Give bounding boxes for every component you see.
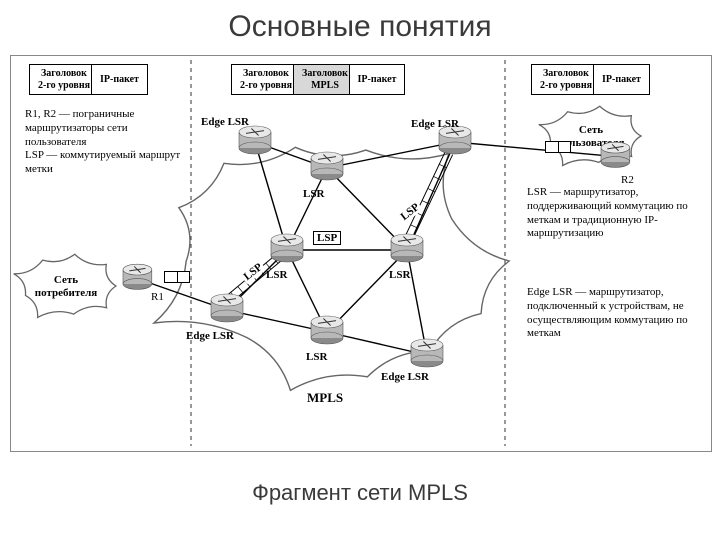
cloud-label: Сеть: [54, 274, 78, 286]
node-label: Edge LSR: [201, 116, 249, 128]
packet-header-cell: Заголовок MPLS: [293, 64, 357, 95]
node-label: LSR: [306, 351, 327, 363]
cloud-label: Сеть: [579, 124, 603, 136]
router-icon: [123, 264, 152, 289]
diagram-frame: СетьпотребителяСетьпользователя Заголово…: [10, 55, 712, 452]
node-label: R1: [151, 291, 164, 303]
node-label: Edge LSR: [411, 118, 459, 130]
definition-text: R1, R2 — пограничные маршрутизаторы сети…: [25, 108, 185, 177]
router-icon: [601, 142, 630, 167]
definition-text: LSR — маршрутизатор, поддерживающий комм…: [527, 186, 707, 241]
packet-header-cell: IP-пакет: [91, 64, 148, 95]
node-label: MPLS: [307, 390, 343, 406]
router-icon: [411, 339, 443, 367]
page-title: Основные понятия: [0, 10, 720, 44]
router-icon: [211, 294, 243, 322]
cloud-label: потребителя: [35, 287, 98, 299]
node-label: LSR: [266, 269, 287, 281]
packet-header-cell: Заголовок 2-го уровня: [531, 64, 601, 95]
caption: Фрагмент сети MPLS: [0, 480, 720, 506]
node-label: Edge LSR: [186, 330, 234, 342]
router-icon: [311, 152, 343, 180]
node-label: R2: [621, 174, 634, 186]
node-label: LSR: [303, 188, 324, 200]
link: [255, 142, 287, 250]
lsp-band: [401, 151, 445, 244]
node-label: LSP: [313, 231, 341, 245]
router-icon: [239, 126, 271, 154]
router-icon: [391, 234, 423, 262]
packet-header-cell: Заголовок 2-го уровня: [231, 64, 301, 95]
packet-header-cell: IP-пакет: [593, 64, 650, 95]
node-label: Edge LSR: [381, 371, 429, 383]
definition-text: Edge LSR — маршрутизатор, подключенный к…: [527, 286, 707, 341]
node-label: LSR: [389, 269, 410, 281]
mini-packet-icon: [545, 141, 571, 153]
packet-header-cell: Заголовок 2-го уровня: [29, 64, 99, 95]
packet-header-cell: IP-пакет: [349, 64, 405, 95]
mpls-cloud: [154, 147, 509, 390]
router-icon: [311, 316, 343, 344]
router-icon: [439, 126, 471, 154]
mini-packet-icon: [164, 271, 190, 283]
lsp-hatch: [238, 286, 243, 292]
router-icon: [271, 234, 303, 262]
